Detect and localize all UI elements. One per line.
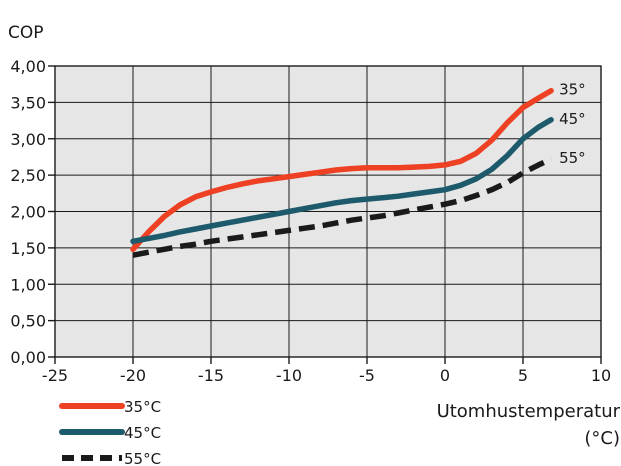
y-tick-label-6: 3,00 (10, 130, 46, 149)
series-line-1 (130, 117, 554, 245)
series-end-label-2: 55° (559, 149, 586, 167)
y-tick-label-8: 4,00 (10, 57, 46, 76)
x-tick-label-0: -25 (42, 366, 68, 385)
x-tick-label-3: -10 (276, 366, 302, 385)
series-line-0 (130, 87, 554, 253)
x-axis-unit: (°C) (584, 428, 620, 449)
y-axis-label: COP (8, 23, 44, 43)
x-tick-label-4: -5 (359, 366, 375, 385)
x-axis-ticks: -25 -20 -15 -10 -5 0 5 10 (42, 357, 611, 385)
y-tick-label-1: 0,50 (10, 312, 46, 331)
x-axis-label: Utomhustemperatur (437, 401, 621, 422)
x-tick-label-7: 10 (591, 366, 611, 385)
y-tick-label-0: 0,00 (10, 348, 46, 367)
series-end-label-0: 35° (559, 81, 586, 99)
y-tick-label-5: 2,50 (10, 166, 46, 185)
y-tick-label-7: 3,50 (10, 93, 46, 112)
y-tick-label-4: 2,00 (10, 203, 46, 222)
legend-label-55: 55°C (124, 450, 161, 466)
y-axis-ticks: 0,00 0,50 1,00 1,50 2,00 2,50 3,00 3,50 4,00 (10, 57, 55, 367)
series-lines (130, 87, 554, 258)
series-end-label-1: 45° (559, 110, 586, 128)
series-end-labels: 35° 45° 55° (559, 81, 586, 167)
x-tick-label-6: 5 (518, 366, 528, 385)
x-tick-label-5: 0 (440, 366, 450, 385)
legend-label-45: 45°C (124, 424, 161, 442)
legend: 35°C 45°C 55°C (59, 398, 161, 466)
x-tick-label-2: -15 (198, 366, 224, 385)
legend-label-35: 35°C (124, 398, 161, 416)
x-tick-label-1: -20 (120, 366, 146, 385)
y-tick-label-3: 1,50 (10, 239, 46, 258)
y-tick-label-2: 1,00 (10, 275, 46, 294)
